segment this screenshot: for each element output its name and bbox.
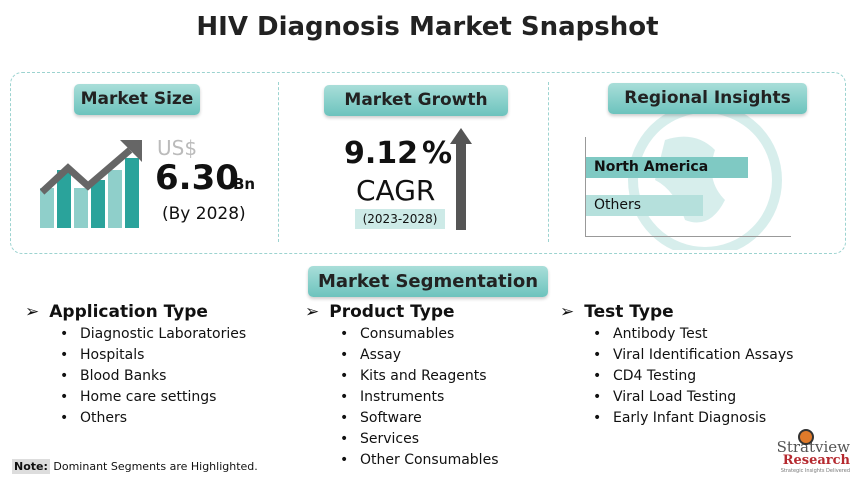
market-growth-label: Market Growth: [324, 85, 508, 116]
list-item: Blood Banks: [60, 368, 167, 384]
region-bar-others: Others: [586, 195, 703, 216]
region-bar-north-america: North America: [586, 157, 748, 178]
list-item: Others: [60, 410, 127, 426]
currency: US$: [157, 136, 198, 160]
growth-period: (2023-2028): [355, 209, 445, 229]
list-item: Diagnostic Laboratories: [60, 326, 246, 342]
list-item: Instruments: [340, 389, 444, 405]
regional-insights-label: Regional Insights: [608, 83, 807, 114]
list-item: Home care settings: [60, 389, 216, 405]
growth-chart-icon: [40, 140, 142, 228]
growth-value: 9.12%: [344, 136, 453, 171]
cagr-label: CAGR: [356, 174, 436, 207]
segment-title: ➢ Test Type: [560, 302, 674, 322]
list-item: CD4 Testing: [593, 368, 696, 384]
list-item: Hospitals: [60, 347, 145, 363]
note: Note: Dominant Segments are Highlighted.: [12, 459, 258, 474]
segment-title: ➢ Application Type: [25, 302, 208, 322]
list-item: Software: [340, 410, 422, 426]
list-item: Consumables: [340, 326, 454, 342]
regional-chart: [585, 137, 791, 237]
stratview-logo: Stratview Research Strategic Insights De…: [745, 428, 850, 474]
market-segmentation-label: Market Segmentation: [308, 266, 548, 297]
market-size-unit: Bn: [233, 175, 256, 193]
list-item: Antibody Test: [593, 326, 708, 342]
list-item: Viral Identification Assays: [593, 347, 793, 363]
divider: [278, 82, 279, 242]
market-size-year: (By 2028): [162, 204, 246, 224]
snapshot-panel: [10, 72, 846, 254]
list-item: Other Consumables: [340, 452, 499, 468]
segment-title: ➢ Product Type: [305, 302, 455, 322]
page-title: HIV Diagnosis Market Snapshot: [196, 12, 659, 42]
list-item: Early Infant Diagnosis: [593, 410, 766, 426]
market-size-value: 6.30: [155, 158, 239, 198]
list-item: Assay: [340, 347, 401, 363]
list-item: Viral Load Testing: [593, 389, 736, 405]
logo-magnifier-icon: [798, 429, 814, 445]
list-item: Services: [340, 431, 419, 447]
market-size-label: Market Size: [74, 84, 200, 115]
divider: [548, 82, 549, 242]
list-item: Kits and Reagents: [340, 368, 486, 384]
up-arrow-icon: [450, 128, 472, 230]
